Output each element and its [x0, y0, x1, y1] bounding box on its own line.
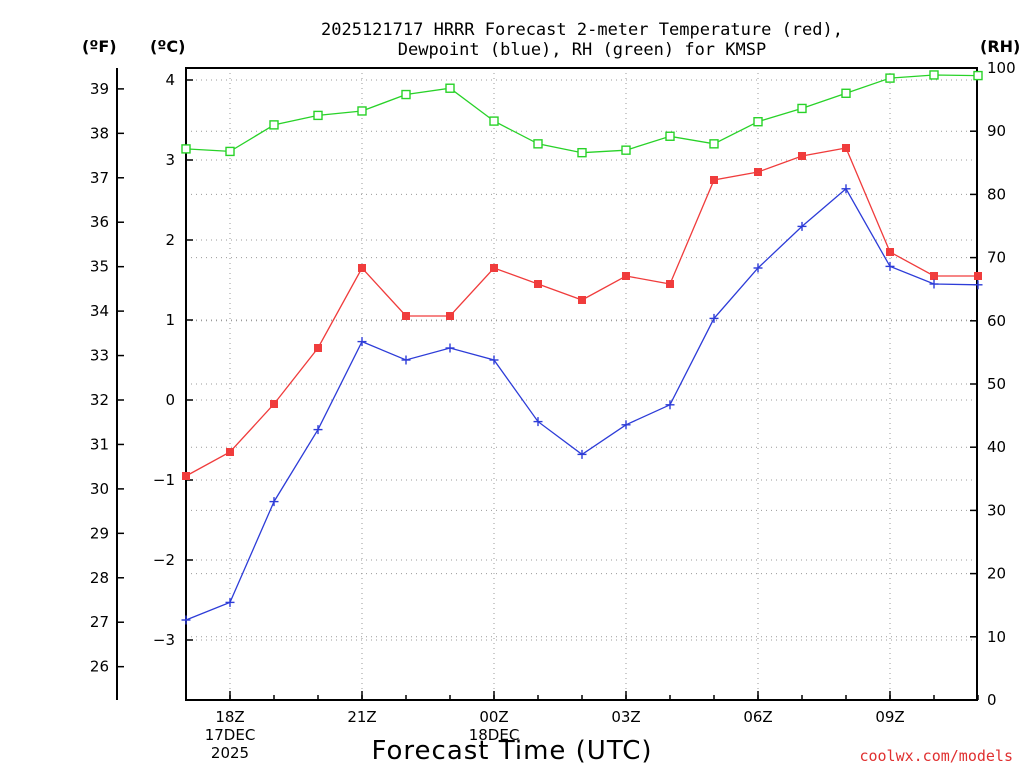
- temperature-point: [886, 248, 894, 256]
- rh-tick-label: 20: [987, 565, 1006, 583]
- celsius-tick-label: −3: [153, 631, 175, 649]
- temperature-point: [446, 312, 454, 320]
- source-credit[interactable]: coolwx.com/models: [859, 747, 1013, 765]
- temperature-point: [578, 296, 586, 304]
- fahrenheit-tick-label: 38: [90, 124, 109, 142]
- celsius-tick-label: −1: [153, 471, 175, 489]
- rh-point: [665, 131, 675, 141]
- temperature-point: [402, 312, 410, 320]
- axes: 2627282930313233343536373839−3−2−1012340…: [90, 59, 1016, 762]
- temperature-point: [710, 176, 718, 184]
- rh-point: [797, 103, 807, 114]
- rh-tick-label: 30: [987, 501, 1006, 519]
- rh-point: [181, 144, 191, 154]
- fahrenheit-tick-label: 36: [90, 213, 109, 231]
- series-line-open-square: [185, 74, 979, 154]
- rh-point: [973, 70, 983, 81]
- fahrenheit-tick-label: 30: [90, 480, 109, 498]
- rh-point: [225, 146, 235, 157]
- temperature-point: [226, 448, 234, 456]
- rh-point: [445, 83, 455, 93]
- rh-tick-label: 80: [987, 185, 1006, 203]
- temperature-point: [358, 264, 366, 272]
- fahrenheit-tick-label: 34: [90, 302, 109, 320]
- series-filled-square: [182, 144, 982, 480]
- x-tick-label: 03Z: [611, 708, 640, 726]
- celsius-tick-label: 4: [165, 71, 175, 89]
- celsius-tick-label: 3: [165, 151, 175, 169]
- temperature-point: [974, 272, 982, 280]
- x-tick-label: 21Z: [347, 708, 376, 726]
- series-open-square: [181, 70, 983, 158]
- temperature-point: [666, 280, 674, 288]
- temperature-point: [490, 264, 498, 272]
- rh-point: [357, 106, 367, 116]
- temperature-point: [622, 272, 630, 280]
- rh-tick-label: 0: [987, 691, 997, 709]
- rh-tick-label: 10: [987, 628, 1006, 646]
- series-line-plus: [185, 187, 979, 621]
- rh-point: [885, 73, 895, 83]
- celsius-tick-label: 2: [165, 231, 175, 249]
- x-tick-label: 17DEC: [205, 726, 256, 744]
- fahrenheit-tick-label: 28: [90, 569, 109, 587]
- fahrenheit-tick-label: 37: [90, 169, 109, 187]
- temperature-point: [798, 152, 806, 160]
- celsius-unit-label: (ºC): [150, 37, 185, 56]
- temperature-point: [842, 144, 850, 152]
- temperature-point: [270, 400, 278, 408]
- grid-lines: [186, 68, 977, 700]
- data-series: [181, 70, 983, 625]
- series-plus: [181, 184, 983, 625]
- celsius-tick-label: 1: [165, 311, 175, 329]
- x-tick-label: 06Z: [743, 708, 772, 726]
- x-tick-label: 18Z: [215, 708, 244, 726]
- series-line-filled-square: [185, 147, 978, 477]
- x-tick-label: 00Z: [479, 708, 508, 726]
- fahrenheit-tick-label: 32: [90, 391, 109, 409]
- celsius-tick-label: 0: [165, 391, 175, 409]
- chart-title-line-1: 2025121717 HRRR Forecast 2-meter Tempera…: [321, 20, 843, 40]
- fahrenheit-tick-label: 27: [90, 613, 109, 631]
- rh-tick-label: 50: [987, 375, 1006, 393]
- fahrenheit-tick-label: 31: [90, 435, 109, 453]
- fahrenheit-tick-label: 33: [90, 347, 109, 365]
- temperature-point: [314, 344, 322, 352]
- fahrenheit-unit-label: (ºF): [82, 37, 117, 56]
- rh-point: [533, 139, 543, 149]
- fahrenheit-tick-label: 26: [90, 658, 109, 676]
- rh-point: [709, 139, 719, 149]
- rh-tick-label: 40: [987, 438, 1006, 456]
- x-tick-label: 18DEC: [469, 726, 520, 744]
- rh-point: [313, 110, 323, 121]
- temperature-point: [534, 280, 542, 288]
- rh-point: [489, 116, 499, 126]
- rh-tick-label: 100: [987, 59, 1016, 77]
- rh-point: [929, 70, 939, 80]
- rh-tick-label: 60: [987, 312, 1006, 330]
- celsius-tick-label: −2: [153, 551, 175, 569]
- fahrenheit-tick-label: 35: [90, 258, 109, 276]
- rh-tick-label: 90: [987, 122, 1006, 140]
- temperature-point: [182, 472, 190, 480]
- rh-point: [269, 120, 279, 130]
- rh-unit-label: (RH): [980, 37, 1020, 56]
- chart-title-line-2: Dewpoint (blue), RH (green) for KMSP: [398, 40, 766, 60]
- temperature-point: [754, 168, 762, 176]
- x-axis-label: Forecast Time (UTC): [371, 736, 652, 766]
- x-tick-label: 2025: [211, 744, 249, 762]
- rh-point: [577, 147, 587, 158]
- x-tick-label: 09Z: [875, 708, 904, 726]
- fahrenheit-tick-label: 39: [90, 80, 109, 98]
- rh-point: [753, 117, 763, 127]
- rh-tick-label: 70: [987, 249, 1006, 267]
- rh-point: [621, 145, 631, 155]
- temperature-point: [930, 272, 938, 280]
- fahrenheit-tick-label: 29: [90, 524, 109, 542]
- rh-point: [841, 88, 851, 98]
- rh-point: [401, 89, 411, 100]
